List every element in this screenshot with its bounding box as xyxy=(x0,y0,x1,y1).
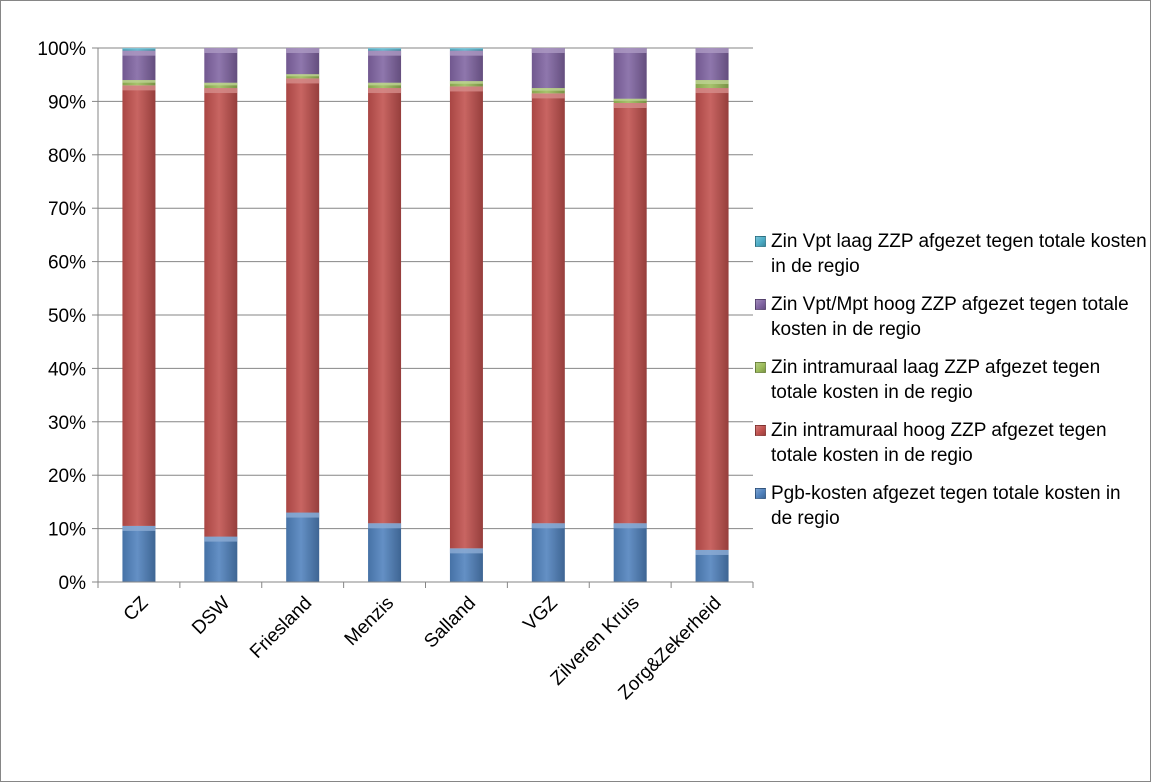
bar-segment xyxy=(449,50,483,82)
bar-segment-bevel xyxy=(613,48,647,53)
y-tick-label: 30% xyxy=(48,413,86,434)
bar-segment-bevel xyxy=(122,80,156,83)
bar-segment-bevel xyxy=(695,48,729,53)
bar-segment-bevel xyxy=(695,549,729,555)
bar-segment-bevel xyxy=(286,78,320,84)
bar-segment-bevel xyxy=(204,82,238,86)
bar-segment-bevel xyxy=(368,88,402,94)
legend-item-intramuraal-laag: Zin intramuraal laag ZZP afgezet tegen t… xyxy=(755,355,1147,405)
bar-segment-bevel xyxy=(286,48,320,53)
bar-segment xyxy=(613,523,647,582)
x-category-label: Menzis xyxy=(341,593,398,650)
legend-label-vpt-mpt-hoog: Zin Vpt/Mpt hoog ZZP afgezet tegen total… xyxy=(771,294,1129,340)
legend-label-vpt-laag: Zin Vpt laag ZZP afgezet tegen totale ko… xyxy=(771,231,1147,277)
axes xyxy=(97,48,754,588)
legend-label-intramuraal-hoog: Zin intramuraal hoog ZZP afgezet tegen t… xyxy=(771,420,1107,466)
y-tick-label: 50% xyxy=(48,306,86,327)
x-category-label: Salland xyxy=(420,593,480,653)
y-tick-labels: 0% 10% 20% 30% 40% 50% 60% 70% 80% 90% 100% xyxy=(37,39,86,594)
bar-segment xyxy=(449,86,483,549)
x-category-label: DSW xyxy=(188,593,234,639)
y-tick-label: 40% xyxy=(48,359,86,380)
bar-segment xyxy=(122,525,156,582)
y-tick-label: 80% xyxy=(48,146,86,167)
bar-segment xyxy=(531,48,565,89)
y-tick-label: 20% xyxy=(48,466,86,487)
bar-segment xyxy=(449,548,483,582)
y-tick-label: 70% xyxy=(48,199,86,220)
legend-label-intramuraal-laag: Zin intramuraal laag ZZP afgezet tegen t… xyxy=(771,357,1101,403)
legend-swatch-vpt-laag xyxy=(755,236,766,247)
x-category-label: VGZ xyxy=(519,592,562,635)
y-tick-label: 90% xyxy=(48,92,86,113)
bar-segment xyxy=(286,512,320,582)
bar-segment-bevel xyxy=(368,82,402,86)
bar-segment xyxy=(695,88,729,550)
bar-segment xyxy=(286,78,320,513)
legend-item-intramuraal-hoog: Zin intramuraal hoog ZZP afgezet tegen t… xyxy=(755,418,1147,468)
legend-item-pgb-kosten: Pgb-kosten afgezet tegen totale kosten i… xyxy=(755,481,1147,531)
bar-segment-bevel xyxy=(695,88,729,94)
bar-segment-bevel xyxy=(613,98,647,101)
bar-segment xyxy=(368,523,402,582)
bar-segment xyxy=(122,85,156,526)
bar-segment-bevel xyxy=(449,50,483,56)
bar-segment-bevel xyxy=(531,523,565,529)
legend-swatch-vpt-mpt-hoog xyxy=(755,299,766,310)
bar-segment-bevel xyxy=(449,48,483,50)
bar-segment-bevel xyxy=(286,512,320,518)
y-tick-label: 0% xyxy=(59,573,87,594)
legend-swatch-intramuraal-laag xyxy=(755,362,766,373)
bar-segment-bevel xyxy=(449,548,483,554)
bar-segment-bevel xyxy=(449,86,483,92)
legend-item-vpt-laag: Zin Vpt laag ZZP afgezet tegen totale ko… xyxy=(755,229,1147,279)
bar-segment-bevel xyxy=(122,50,156,56)
bar-segment-bevel xyxy=(204,536,238,542)
bars xyxy=(122,48,729,582)
bar-segment xyxy=(613,103,647,524)
bar-segment xyxy=(531,523,565,582)
legend-item-vpt-mpt-hoog: Zin Vpt/Mpt hoog ZZP afgezet tegen total… xyxy=(755,292,1147,342)
bar-segment-bevel xyxy=(286,74,320,77)
bar-segment-bevel xyxy=(531,93,565,99)
y-tick-label: 100% xyxy=(37,39,86,60)
y-tick-label: 60% xyxy=(48,253,86,274)
x-category-label: CZ xyxy=(120,592,153,625)
legend: Zin Vpt laag ZZP afgezet tegen totale ko… xyxy=(755,229,1147,544)
bar-segment xyxy=(695,549,729,582)
bar-segment-bevel xyxy=(122,85,156,91)
bar-segment-bevel xyxy=(613,523,647,529)
bar-segment-bevel xyxy=(368,48,402,50)
bar-segment-bevel xyxy=(122,525,156,531)
bar-segment xyxy=(695,48,729,81)
bar-segment-bevel xyxy=(122,48,156,50)
x-category-label: Friesland xyxy=(246,593,316,663)
bar-segment xyxy=(368,50,402,83)
y-tick-label: 10% xyxy=(48,520,86,541)
bar-segment-bevel xyxy=(204,48,238,53)
bar-segment xyxy=(613,48,647,99)
legend-label-pgb-kosten: Pgb-kosten afgezet tegen totale kosten i… xyxy=(771,483,1121,529)
bar-segment-bevel xyxy=(204,88,238,94)
gridlines xyxy=(92,47,753,583)
bar-segment xyxy=(204,88,238,537)
bar-segment-bevel xyxy=(531,88,565,91)
bar-segment-bevel xyxy=(368,523,402,529)
bar-segment-bevel xyxy=(368,50,402,56)
bar-segment xyxy=(204,536,238,582)
bar-segment-bevel xyxy=(449,81,483,84)
bar-segment xyxy=(204,48,238,83)
legend-swatch-pgb-kosten xyxy=(755,488,766,499)
bar-segment-bevel xyxy=(695,80,729,85)
legend-swatch-intramuraal-hoog xyxy=(755,425,766,436)
bar-segment-bevel xyxy=(531,48,565,53)
bar-segment-bevel xyxy=(613,103,647,109)
bar-segment xyxy=(368,88,402,524)
bar-segment xyxy=(531,93,565,524)
